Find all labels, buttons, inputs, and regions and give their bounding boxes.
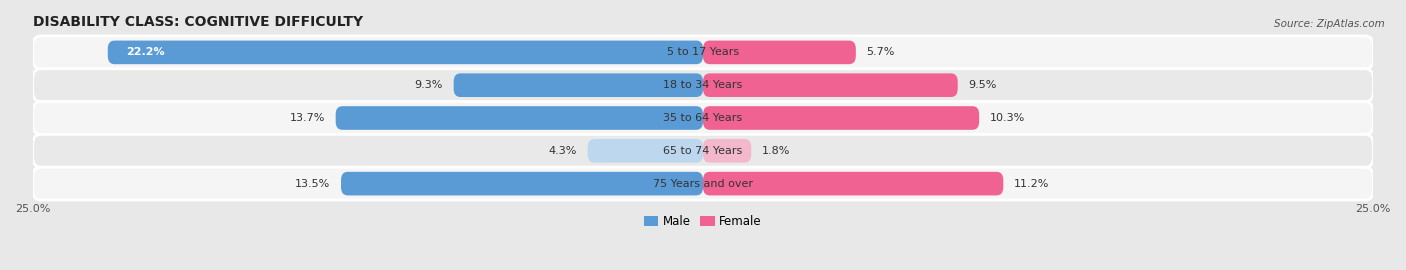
Text: 13.5%: 13.5% bbox=[295, 179, 330, 189]
Text: 13.7%: 13.7% bbox=[290, 113, 325, 123]
Text: 10.3%: 10.3% bbox=[990, 113, 1025, 123]
Legend: Male, Female: Male, Female bbox=[640, 210, 766, 232]
Text: 4.3%: 4.3% bbox=[548, 146, 576, 156]
Text: 35 to 64 Years: 35 to 64 Years bbox=[664, 113, 742, 123]
FancyBboxPatch shape bbox=[336, 106, 703, 130]
FancyBboxPatch shape bbox=[703, 40, 856, 64]
FancyBboxPatch shape bbox=[32, 102, 1374, 134]
Text: 9.3%: 9.3% bbox=[415, 80, 443, 90]
Text: Source: ZipAtlas.com: Source: ZipAtlas.com bbox=[1274, 19, 1385, 29]
FancyBboxPatch shape bbox=[32, 167, 1374, 200]
FancyBboxPatch shape bbox=[703, 139, 751, 163]
Text: 11.2%: 11.2% bbox=[1014, 179, 1049, 189]
FancyBboxPatch shape bbox=[32, 36, 1374, 69]
FancyBboxPatch shape bbox=[108, 40, 703, 64]
FancyBboxPatch shape bbox=[703, 106, 979, 130]
FancyBboxPatch shape bbox=[588, 139, 703, 163]
FancyBboxPatch shape bbox=[454, 73, 703, 97]
Text: 5.7%: 5.7% bbox=[866, 47, 896, 58]
Text: 5 to 17 Years: 5 to 17 Years bbox=[666, 47, 740, 58]
FancyBboxPatch shape bbox=[32, 134, 1374, 167]
Text: 9.5%: 9.5% bbox=[969, 80, 997, 90]
FancyBboxPatch shape bbox=[703, 172, 1004, 195]
Text: DISABILITY CLASS: COGNITIVE DIFFICULTY: DISABILITY CLASS: COGNITIVE DIFFICULTY bbox=[32, 15, 363, 29]
Text: 65 to 74 Years: 65 to 74 Years bbox=[664, 146, 742, 156]
FancyBboxPatch shape bbox=[342, 172, 703, 195]
FancyBboxPatch shape bbox=[32, 69, 1374, 102]
FancyBboxPatch shape bbox=[703, 73, 957, 97]
Text: 1.8%: 1.8% bbox=[762, 146, 790, 156]
Text: 22.2%: 22.2% bbox=[127, 47, 165, 58]
Text: 18 to 34 Years: 18 to 34 Years bbox=[664, 80, 742, 90]
Text: 75 Years and over: 75 Years and over bbox=[652, 179, 754, 189]
